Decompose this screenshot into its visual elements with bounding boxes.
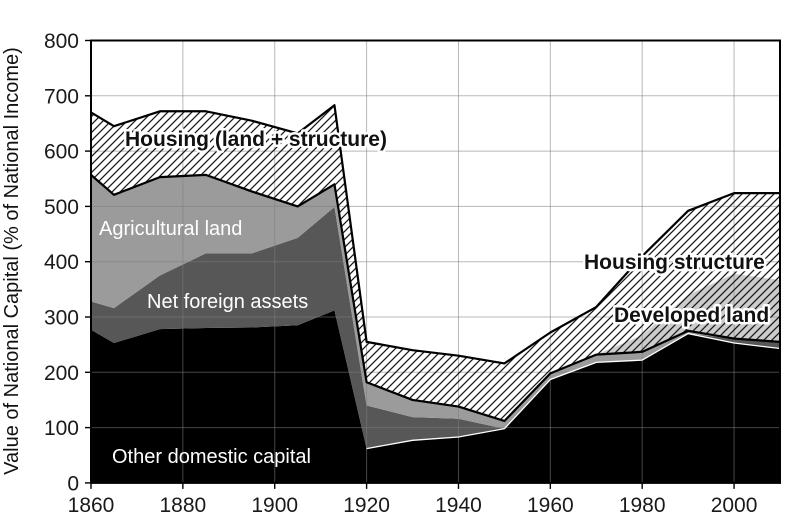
y-tick-label: 800	[44, 30, 79, 53]
series-labels: Housing (land + structure) Agricultural l…	[99, 126, 772, 469]
area-agricultural-land	[91, 174, 780, 429]
x-tick-label: 1920	[343, 494, 390, 517]
x-tick-label: 1960	[527, 494, 574, 517]
y-tick-label: 200	[44, 362, 79, 385]
housing-hatched-region	[91, 105, 780, 421]
x-tick-label: 2000	[711, 494, 758, 517]
y-axis-title: Value of National Capital (% of National…	[1, 47, 23, 475]
y-tick-label: 600	[44, 141, 79, 164]
stacked-areas	[91, 174, 780, 483]
housing-bottom-line	[91, 173, 780, 423]
y-tick-label: 100	[44, 417, 79, 440]
area-net-foreign-assets	[91, 206, 780, 449]
y-tick-label: 300	[44, 307, 79, 330]
housing-hatch-overlay	[91, 105, 780, 421]
tick-labels: 0 100 200 300 400 500 600 700 800 1860 1880 1900 192…	[44, 30, 757, 517]
label-housing-structure: Housing structure	[584, 251, 765, 274]
boundary-lines	[91, 104, 780, 450]
y-tick-label: 700	[44, 85, 79, 108]
label-net-foreign-assets: Net foreign assets	[147, 291, 308, 313]
x-tick-label: 1880	[160, 494, 207, 517]
x-tick-label: 1900	[251, 494, 298, 517]
label-agricultural-land: Agricultural land	[99, 218, 242, 240]
y-tick-label: 500	[44, 196, 79, 219]
label-housing-land-structure: Housing (land + structure)	[125, 128, 387, 151]
black-area-top-line	[366, 332, 780, 450]
label-developed-land: Developed land	[614, 304, 769, 327]
label-other-domestic-capital: Other domestic capital	[112, 446, 311, 468]
area-other-domestic-capital	[91, 310, 780, 483]
x-tick-label: 1980	[619, 494, 666, 517]
y-tick-label: 400	[44, 251, 79, 274]
x-tick-label: 1940	[435, 494, 482, 517]
x-tick-label: 1860	[68, 494, 115, 517]
total-capital-line	[91, 104, 780, 365]
axes-frame	[85, 39, 781, 489]
y-tick-label: 0	[67, 472, 79, 495]
